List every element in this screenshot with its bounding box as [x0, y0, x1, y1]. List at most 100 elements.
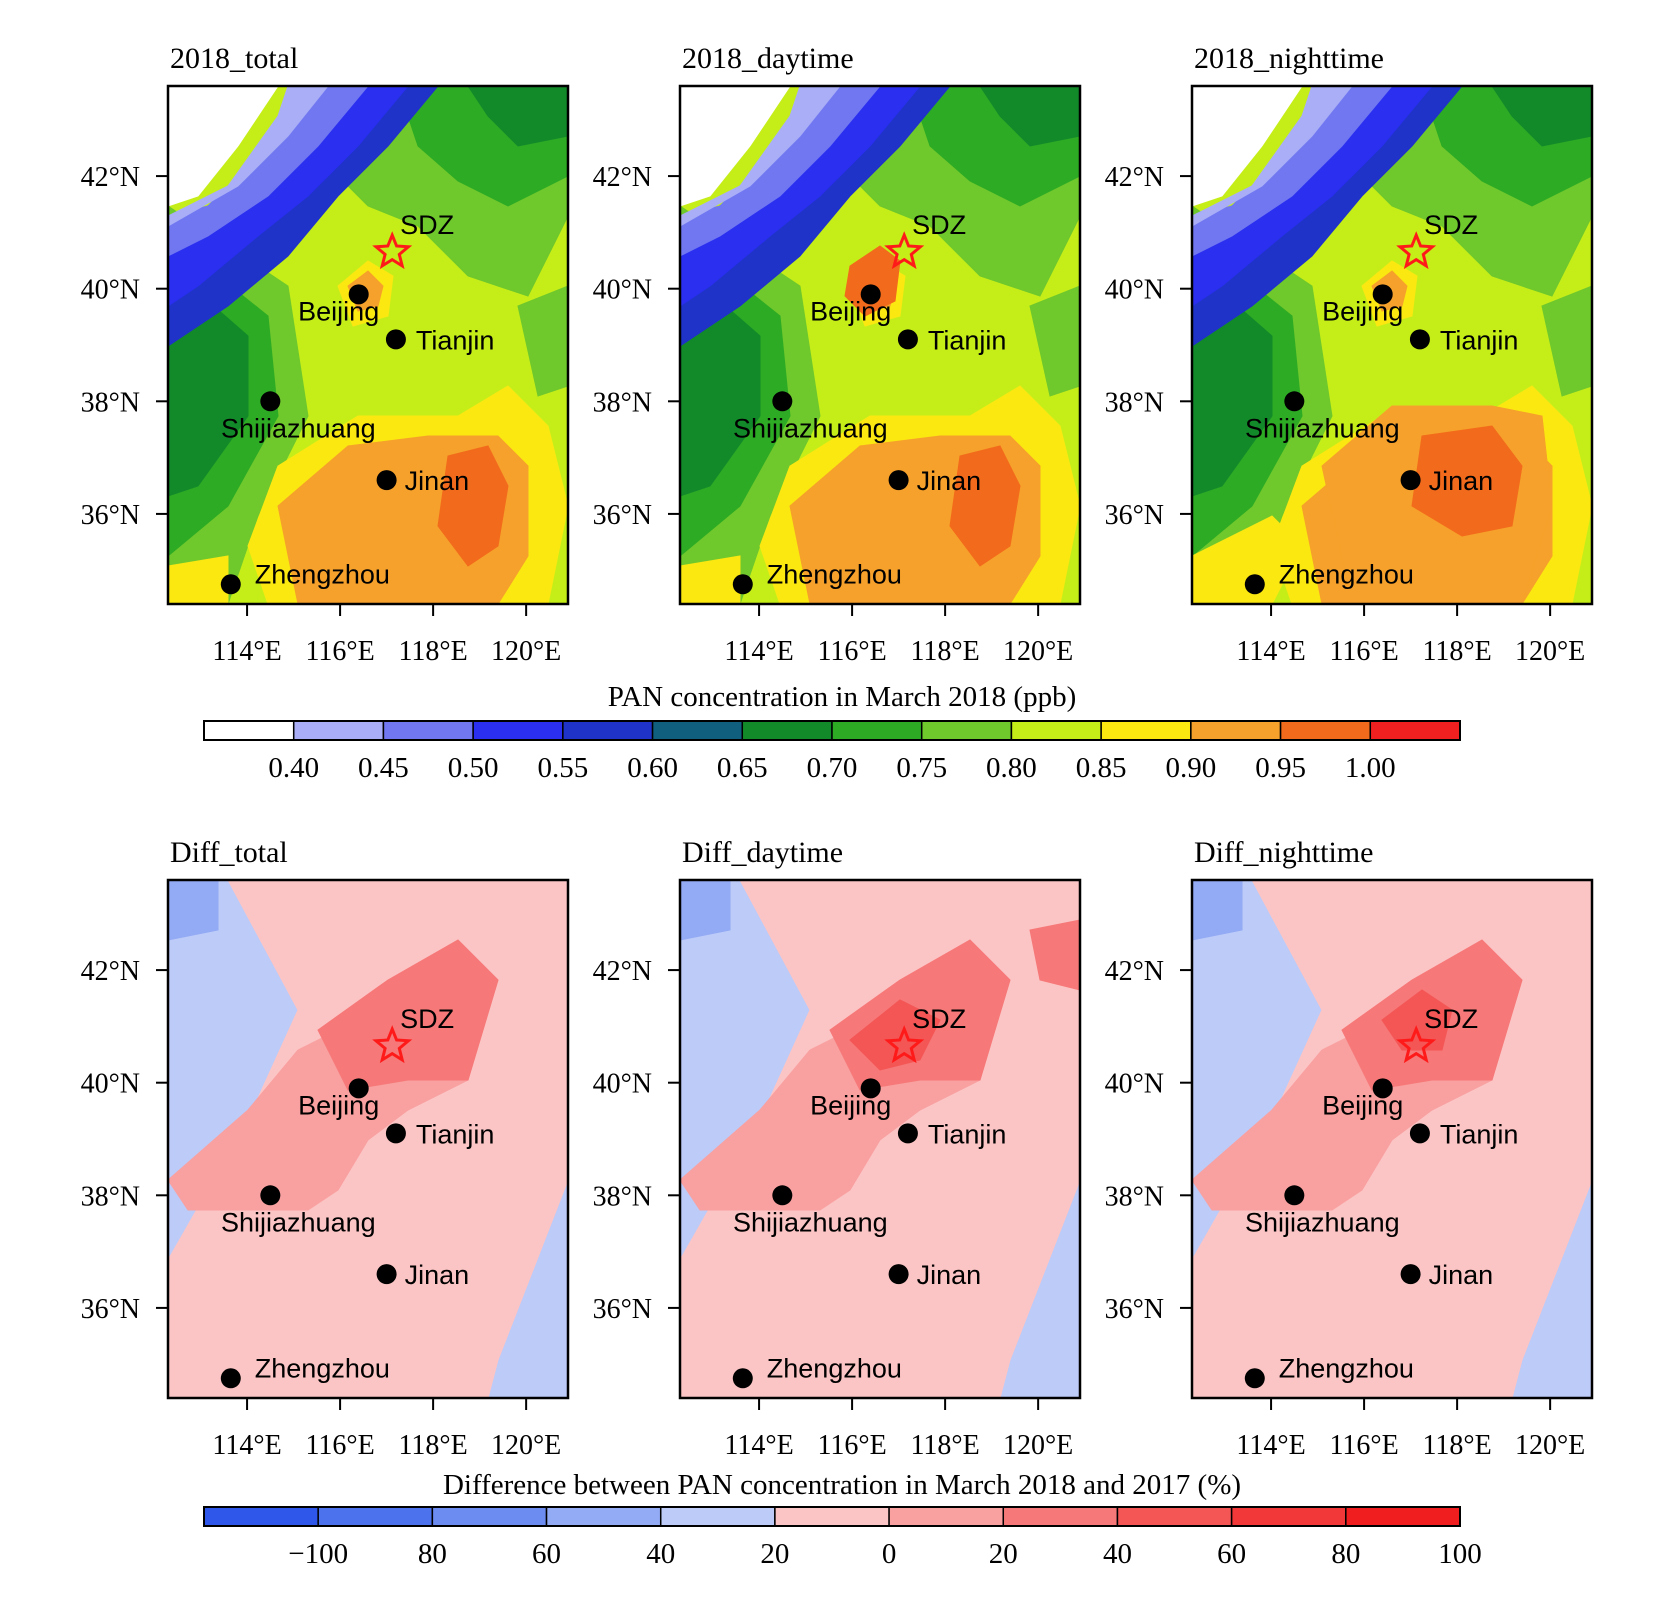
colorbar-swatch: [888, 1506, 1005, 1527]
lat-tick-label: 36°N: [81, 1294, 140, 1325]
contour-region: [979, 86, 1080, 147]
colorbar-swatch: [774, 1506, 890, 1527]
panel-title: Diff_nighttime: [1194, 836, 1373, 869]
lon-tick-label: 116°E: [305, 1430, 374, 1461]
site-label-beijing: Beijing: [298, 296, 379, 326]
map-panel-night-conc: 2018_nighttime 42°N 40°N 38°N 36°N 114°E 116°E…: [1105, 42, 1594, 667]
lon-tick-label: 118°E: [398, 636, 467, 667]
colorbar-swatch: [545, 1506, 662, 1527]
site-label-tianjin: Tianjin: [416, 325, 495, 355]
contour-region: [680, 880, 731, 941]
panel-title: 2018_daytime: [682, 42, 854, 75]
lat-tick-label: 36°N: [81, 500, 140, 531]
lon-tick-label: 120°E: [491, 1430, 561, 1461]
site-label-shijiazhuang: Shijiazhuang: [221, 1207, 376, 1237]
map-panel-day-conc: 2018_daytime 42°N 40°N 38°N 36°N 114°E 116°E 11…: [593, 42, 1082, 667]
contour-region: [168, 555, 229, 604]
city-marker-jinan: [376, 470, 397, 491]
colorbar-swatch: [1369, 720, 1461, 741]
panel-title: 2018_nighttime: [1194, 42, 1384, 75]
map-frame: [1190, 84, 1594, 606]
lat-tick-label: 38°N: [81, 1181, 140, 1212]
contour-region: [1381, 989, 1453, 1051]
city-marker-zhengzhou: [732, 1368, 753, 1389]
lon-tick-label: 114°E: [1236, 636, 1305, 667]
lon-tick-label: 120°E: [1515, 1430, 1585, 1461]
lat-tick-label: 42°N: [1105, 162, 1164, 193]
colorbar-swatch: [203, 1506, 319, 1527]
lon-tick-label: 120°E: [1003, 1430, 1073, 1461]
colorbar-swatch: [831, 720, 923, 741]
colorbar-swatch: [431, 1506, 548, 1527]
colorbar-swatch: [203, 720, 295, 741]
lon-tick-label: 118°E: [1422, 636, 1491, 667]
contour-region: [1192, 515, 1303, 604]
colorbar-swatch: [1002, 1506, 1119, 1527]
site-label-beijing: Beijing: [810, 1090, 891, 1120]
site-label-beijing: Beijing: [1322, 296, 1403, 326]
colorbar-tick-label: 20: [760, 1538, 789, 1570]
city-marker-shijiazhuang: [772, 1185, 793, 1206]
map-panel-night-diff: Diff_nighttime 42°N 40°N 38°N 36°N 114°E 116°E…: [1105, 836, 1594, 1461]
lat-tick-label: 38°N: [593, 387, 652, 418]
colorbar-swatch: [741, 720, 833, 741]
sdz-star-marker: [884, 1025, 925, 1064]
contour-region: [844, 245, 901, 317]
colorbar-tick-label: 0.75: [896, 752, 947, 784]
lon-tick-label: 118°E: [1422, 1430, 1491, 1461]
site-label-tianjin: Tianjin: [928, 325, 1007, 355]
colorbar-swatch: [1010, 720, 1102, 741]
contour-region: [1192, 86, 1303, 207]
site-label-zhengzhou: Zhengzhou: [255, 559, 390, 589]
colorbar-swatch: [1100, 720, 1192, 741]
colorbar-tick-label: 1.00: [1345, 752, 1396, 784]
lon-tick-label: 114°E: [724, 1430, 793, 1461]
lat-tick-label: 40°N: [81, 1069, 140, 1100]
concentration-field: [680, 880, 1080, 1398]
city-marker-tianjin: [897, 1123, 918, 1144]
map-panel-total-conc: 2018_total 42°N 40°N 38°N 36°N 114°E 116°E 118°…: [81, 42, 570, 667]
concentration-colorbar: PAN concentration in March 2018 (ppb) 0.4…: [203, 681, 1461, 784]
colorbar-tick-label: 60: [532, 1538, 561, 1570]
site-label-zhengzhou: Zhengzhou: [767, 1353, 902, 1383]
lon-tick-label: 114°E: [212, 1430, 281, 1461]
colorbar-tick-label: 40: [646, 1538, 675, 1570]
city-marker-jinan: [376, 1264, 397, 1285]
colorbar-tick-label: 0.85: [1076, 752, 1127, 784]
map-panel-total-diff: Diff_total 42°N 40°N 38°N 36°N 114°E 116°E 118°…: [81, 836, 570, 1461]
colorbar-tick-label: 0.95: [1255, 752, 1306, 784]
colorbar-swatch: [382, 720, 474, 741]
city-marker-jinan: [1400, 470, 1421, 491]
colorbar-tick-label: 0.45: [358, 752, 409, 784]
contour-region: [1192, 880, 1243, 941]
site-label-sdz: SDZ: [1424, 1004, 1478, 1034]
site-label-jinan: Jinan: [1429, 466, 1494, 496]
panel-title: Diff_total: [170, 836, 288, 869]
contour-region: [1029, 919, 1080, 991]
map-frame: [166, 84, 570, 606]
site-label-tianjin: Tianjin: [416, 1119, 495, 1149]
concentration-field: [168, 880, 568, 1398]
colorbar-title: Difference between PAN concentration in …: [443, 1469, 1241, 1501]
site-label-sdz: SDZ: [912, 210, 966, 240]
site-label-shijiazhuang: Shijiazhuang: [1245, 1207, 1400, 1237]
colorbar-swatch: [317, 1506, 434, 1527]
colorbar-tick-label: 80: [1331, 1538, 1360, 1570]
contour-region: [1029, 285, 1080, 397]
map-frame: [678, 84, 1082, 606]
concentration-field: [680, 86, 1080, 604]
colorbar-tick-label: 0: [882, 1538, 897, 1570]
city-marker-zhengzhou: [220, 574, 241, 595]
sdz-star-marker: [372, 231, 413, 270]
site-label-sdz: SDZ: [912, 1004, 966, 1034]
city-marker-beijing: [860, 284, 881, 305]
map-frame: [166, 878, 570, 1400]
lat-tick-label: 36°N: [1105, 500, 1164, 531]
contour-region: [949, 445, 1021, 567]
contour-region: [517, 285, 568, 397]
concentration-field: [1192, 86, 1592, 604]
colorbar-tick-label: 0.80: [986, 752, 1037, 784]
contour-region: [1192, 86, 1353, 227]
lon-tick-label: 114°E: [724, 636, 793, 667]
lat-tick-label: 40°N: [1105, 275, 1164, 306]
